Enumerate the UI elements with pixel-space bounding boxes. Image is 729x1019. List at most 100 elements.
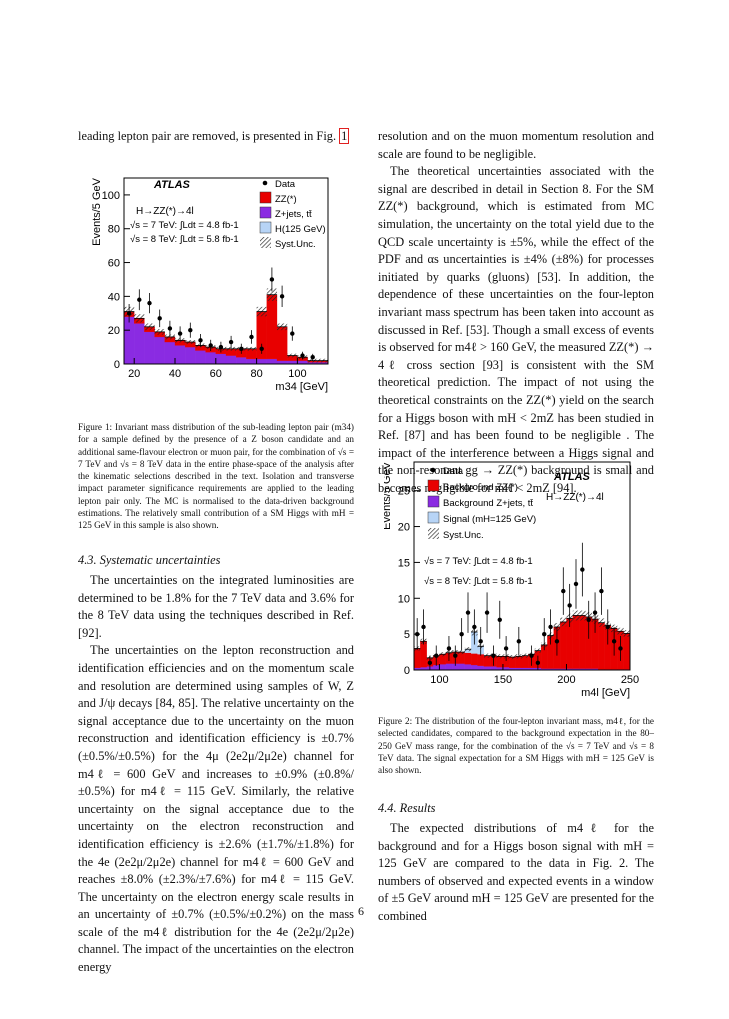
data-point-15 bbox=[279, 294, 285, 299]
y-tick-label-1: 20 bbox=[108, 325, 120, 337]
plot-frame bbox=[123, 177, 329, 365]
data-point-15 bbox=[529, 653, 534, 658]
legend-swatch-syst bbox=[428, 528, 439, 539]
legend-swatch-3 bbox=[259, 221, 272, 234]
legend-swatch-data bbox=[430, 467, 436, 473]
data-point-0 bbox=[126, 311, 132, 316]
bar-background-z-jets-tt--10 bbox=[477, 665, 485, 671]
bar-background-zz--10 bbox=[477, 654, 485, 666]
x-axis-label: m34 [GeV] bbox=[275, 381, 328, 393]
legend-label-4: Syst.Unc. bbox=[443, 530, 484, 541]
x-tick-label-4: 100 bbox=[288, 368, 306, 380]
x-tick-label-3: 250 bbox=[621, 674, 639, 686]
data-point-19 bbox=[554, 639, 560, 644]
data-point-5 bbox=[453, 653, 458, 658]
legend-swatch-1 bbox=[259, 191, 272, 204]
y-tick-label-1: 5 bbox=[404, 629, 410, 641]
bar-z-jets-tt--11 bbox=[236, 357, 247, 365]
data-point-22 bbox=[573, 581, 579, 587]
y-tick-label-4: 80 bbox=[108, 224, 120, 236]
bar-z-jets-tt--7 bbox=[195, 350, 206, 365]
data-point-24 bbox=[586, 617, 591, 622]
data-point-12 bbox=[497, 617, 502, 622]
paragraph-resolution: resolution and on the muon momentum reso… bbox=[378, 129, 654, 161]
x-tick-label-2: 200 bbox=[557, 674, 575, 686]
x-tick-label-0: 100 bbox=[430, 674, 448, 686]
bar-background-zz--26 bbox=[579, 615, 586, 669]
data-point-11 bbox=[239, 346, 244, 351]
paragraph-luminosity: The uncertainties on the integrated lumi… bbox=[78, 573, 354, 640]
bar-background-zz--23 bbox=[559, 621, 567, 669]
lumi-8tev-label: √s = 8 TeV: ∫Ldt = 5.8 fb-1 bbox=[424, 576, 533, 587]
y-tick-label-3: 15 bbox=[398, 557, 410, 569]
data-point-7 bbox=[465, 610, 471, 615]
bar-background-zz--1 bbox=[420, 641, 427, 668]
data-point-9 bbox=[478, 639, 483, 644]
x-tick-label-2: 60 bbox=[210, 368, 222, 380]
bar-background-z-jets-tt--4 bbox=[439, 664, 446, 671]
legend-swatch-data bbox=[262, 180, 268, 186]
x-tick-label-1: 40 bbox=[169, 368, 181, 380]
bar-z-jets-tt--8 bbox=[205, 352, 216, 365]
lumi-8tev-label: √s = 8 TeV: ∫Ldt = 5.8 fb-1 bbox=[130, 234, 239, 245]
y-tick-label-0: 0 bbox=[404, 665, 410, 677]
data-point-13 bbox=[259, 346, 264, 351]
bar-z-jets-tt--17 bbox=[297, 360, 308, 365]
figure-1-caption: Figure 1: Invariant mass distribution of… bbox=[78, 422, 354, 531]
bar-background-z-jets-tt--8 bbox=[464, 664, 472, 671]
bar-background-zz--8 bbox=[464, 652, 472, 665]
bar-z-jets-tt--4 bbox=[164, 341, 176, 365]
data-point-6 bbox=[459, 631, 464, 637]
data-point-20 bbox=[561, 588, 566, 594]
data-point-13 bbox=[503, 646, 509, 651]
data-point-10 bbox=[228, 339, 234, 345]
bar-background-zz--0 bbox=[413, 648, 421, 668]
data-point-7 bbox=[198, 338, 203, 343]
x-tick-label-1: 150 bbox=[494, 674, 512, 686]
legend-label-2: Background Z+jets, tt̄ bbox=[443, 498, 534, 509]
y-tick-label-3: 60 bbox=[108, 258, 120, 270]
legend-swatch-2 bbox=[427, 495, 440, 508]
data-point-18 bbox=[548, 624, 553, 630]
data-point-12 bbox=[249, 334, 254, 340]
y-tick-label-2: 10 bbox=[398, 593, 410, 605]
bar-z-jets-tt--5 bbox=[174, 345, 186, 365]
legend-swatch-1 bbox=[427, 479, 440, 492]
figure-ref-link[interactable]: 1 bbox=[339, 128, 350, 144]
bar-z-jets-tt--13 bbox=[256, 358, 267, 365]
bar-z-jets-tt--0 bbox=[123, 316, 135, 365]
bar-background-zz--29 bbox=[598, 622, 605, 670]
paragraph-theoretical-uncertainties: The theoretical uncertainties associated… bbox=[378, 164, 654, 495]
legend-label-3: Signal (mH=125 GeV) bbox=[443, 514, 536, 525]
data-point-8 bbox=[472, 624, 477, 630]
section-4-3-title: 4.3. Systematic uncertainties bbox=[78, 553, 221, 567]
bar-z-jets-tt--6 bbox=[185, 346, 196, 365]
data-point-6 bbox=[188, 327, 193, 333]
data-point-1 bbox=[421, 624, 426, 630]
data-point-17 bbox=[542, 631, 547, 637]
data-point-14 bbox=[269, 277, 275, 282]
bar-background-zz--33 bbox=[623, 633, 631, 670]
y-axis-label: Events/5 GeV bbox=[91, 177, 103, 246]
legend-label-1: ZZ(*) bbox=[275, 194, 297, 205]
legend-label-4: Syst.Unc. bbox=[275, 239, 316, 250]
bar-z-jets-tt--1 bbox=[134, 323, 145, 365]
paragraph-results: The expected distributions of m4ℓ for th… bbox=[378, 821, 654, 923]
y-tick-label-2: 40 bbox=[108, 291, 120, 303]
data-point-4 bbox=[446, 646, 452, 651]
bar-zz--14 bbox=[266, 294, 278, 360]
paragraph-lepton-uncertainties: The uncertainties on the lepton reconstr… bbox=[78, 643, 354, 975]
data-point-5 bbox=[177, 331, 183, 336]
data-point-2 bbox=[147, 300, 152, 306]
page-number: 6 bbox=[358, 904, 364, 918]
y-tick-label-5: 25 bbox=[398, 486, 410, 498]
y-tick-label-4: 20 bbox=[398, 522, 410, 534]
bar-background-zz--25 bbox=[572, 615, 580, 669]
bar-background-zz--9 bbox=[471, 653, 478, 666]
data-point-8 bbox=[208, 343, 213, 348]
process-label: H→ZZ(*)→4l bbox=[136, 206, 194, 217]
x-tick-label-3: 80 bbox=[250, 368, 262, 380]
data-point-16 bbox=[535, 660, 541, 666]
